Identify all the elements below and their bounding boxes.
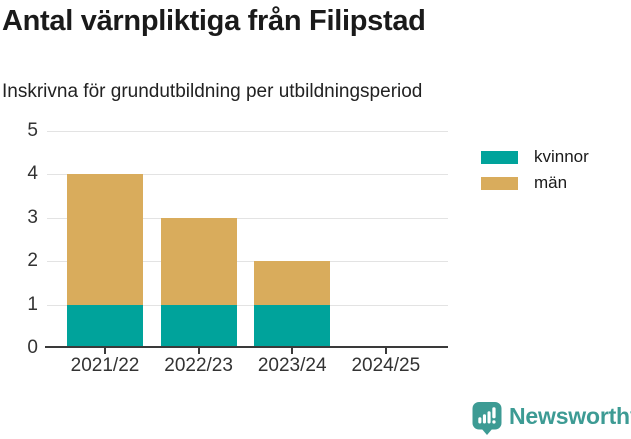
- legend: kvinnor män: [481, 147, 589, 200]
- y-axis-tick-label: 5: [27, 120, 38, 141]
- gridline-y2: [47, 261, 448, 263]
- legend-label: kvinnor: [534, 147, 589, 166]
- logo-bubble-tail: [481, 428, 493, 435]
- plot-area: [45, 131, 448, 354]
- legend-item-kvinnor: kvinnor: [481, 147, 589, 166]
- y-axis: 0 1 2 3 4 5: [0, 121, 38, 358]
- newsworthy-logo-icon: [472, 402, 502, 435]
- x-axis-tick-label: 2022/23: [164, 355, 233, 376]
- x-axis-line: [45, 346, 448, 348]
- brand-name: Newsworthy: [509, 403, 631, 429]
- bar-segment-kvinnor-2022-23: [160, 304, 237, 348]
- logo-bubble: [472, 402, 502, 430]
- x-axis-labels: 2021/22 2022/23 2023/24 2024/25: [46, 355, 448, 379]
- legend-label: män: [534, 173, 568, 192]
- y-axis-tick-label: 1: [27, 293, 38, 315]
- gridline-y4: [47, 174, 448, 176]
- legend-swatch-kvinnor: [481, 150, 518, 164]
- chart-subtitle: Inskrivna för grundutbildning per utbild…: [2, 81, 423, 102]
- y-axis-tick-label: 4: [27, 163, 38, 185]
- x-axis-tick-label: 2021/22: [70, 355, 140, 376]
- legend-item-män: män: [481, 173, 589, 192]
- chart-title: Antal värnpliktiga från Filipstad: [2, 5, 426, 37]
- bar-segment-kvinnor-2021-22: [67, 304, 143, 348]
- bar-segment-män-2021-22: [67, 174, 143, 305]
- gridline-y1: [47, 304, 448, 306]
- bar-segment-kvinnor-2023-24: [254, 304, 331, 348]
- x-axis-tick-label: 2023/24: [257, 355, 327, 376]
- bar-segment-män-2022-23: [160, 217, 237, 305]
- x-axis-tick: [197, 348, 200, 354]
- x-axis-tick: [291, 348, 294, 354]
- x-axis-tick: [104, 348, 106, 354]
- gridline-y3: [47, 217, 448, 219]
- logo-exclamation: [492, 407, 496, 424]
- y-axis-tick-label: 3: [27, 206, 38, 228]
- y-axis-tick-label: 0: [27, 337, 38, 358]
- bar-segment-män-2023-24: [254, 261, 331, 305]
- x-axis-tick-label: 2024/25: [351, 355, 421, 376]
- brand-footer: Newsworthy: [472, 401, 631, 436]
- x-axis-tick: [384, 348, 387, 354]
- y-axis-tick-label: 2: [27, 250, 38, 272]
- legend-swatch-män: [481, 176, 518, 190]
- gridline-y5: [47, 131, 448, 132]
- logo-bars: [478, 411, 491, 424]
